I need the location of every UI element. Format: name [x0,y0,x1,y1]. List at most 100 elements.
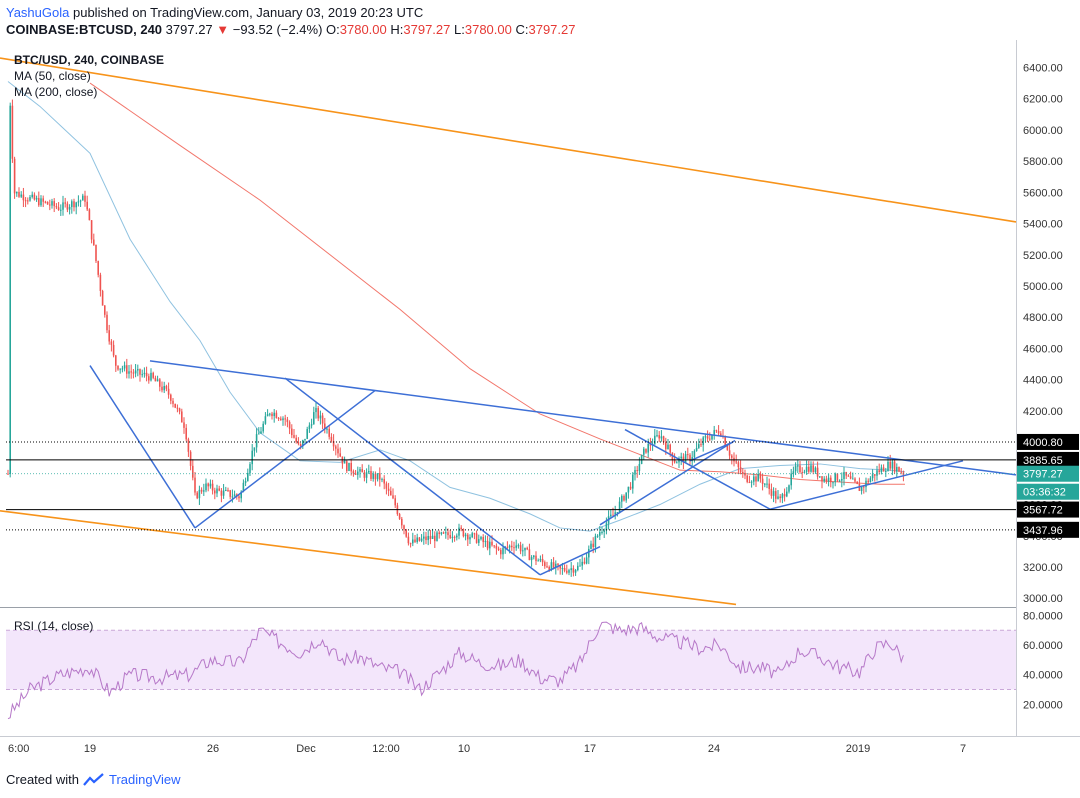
candle-body [634,470,636,475]
candle-body [420,538,423,541]
candle-body [187,439,190,452]
candle-body [291,428,293,436]
candle-body [739,467,742,472]
candle-body [893,461,896,472]
candle-body [376,473,379,480]
candle-body [667,444,669,450]
candle-body [882,467,885,472]
candle-body [172,400,174,404]
candle-body [416,537,418,542]
candle-body [258,433,260,435]
candle-body [854,478,856,482]
candle-body [163,385,165,391]
main-legend: BTC/USD, 240, COINBASE MA (50, close) MA… [14,52,164,100]
candle-body [511,545,513,548]
candle-body [680,456,682,459]
candle-body [374,473,377,480]
price-chart[interactable]: 3000.003200.003400.003600.003800.004000.… [0,40,1080,770]
last-price: 3797.27 [165,22,213,37]
candle-body [702,437,704,446]
candle-body [594,536,597,547]
candle-body [148,376,150,381]
candle-body [231,496,234,498]
candle-body [405,529,407,537]
last-price-tag [1017,465,1079,482]
y-tick-label: 5000.00 [1023,281,1063,293]
candle-body [449,535,451,538]
candle-body [640,454,643,464]
candle-body [658,435,660,439]
candle-body [167,388,170,395]
candle-body [304,438,306,441]
candle-body [605,523,608,531]
candle-body [339,453,341,457]
author-link[interactable]: YashuGola [6,5,70,20]
candle-body [200,489,203,492]
candle-body [262,423,264,432]
candle-body [590,543,592,549]
candle-body [746,475,748,482]
legend-ma200[interactable]: MA (200, close) [14,85,98,99]
candle-body [196,492,198,499]
candle-body [770,488,773,496]
candle-body [495,545,498,549]
candle-body [183,422,185,428]
legend-rsi[interactable]: RSI (14, close) [14,619,94,633]
y-tick-label: 4400.00 [1023,375,1063,387]
rsi-tick-label: 20.0000 [1023,699,1063,711]
candle-body [220,490,223,496]
candle-body [779,496,781,499]
x-tick-label: 24 [708,743,720,755]
candle-body [299,443,302,447]
candle-body [764,483,766,485]
candle-body [119,368,121,370]
candle-body [524,547,526,551]
candle-body [46,201,49,205]
candle-body [18,191,20,197]
ma200-line [89,82,905,485]
candle-body [508,545,511,548]
candle-body [33,194,36,200]
candle-body [130,371,132,373]
candle-body [64,202,66,204]
candle-body [656,435,658,437]
level-tag-4 [1017,521,1079,538]
level-tag-1 [1017,451,1079,468]
candle-body [44,201,47,203]
candle-body [282,418,284,421]
candle-body [766,483,768,485]
candle-body [816,467,819,477]
candle-body [244,481,247,483]
candle-body [141,374,143,376]
candle-body [269,413,271,415]
candle-body [761,478,764,484]
candle-body [814,467,817,472]
candle-body [750,481,753,483]
candle-body [284,418,286,420]
brand-text[interactable]: TradingView [108,772,181,787]
candle-body [871,474,874,479]
candle-body [159,379,161,387]
candle-body [887,461,889,471]
candle-body [808,466,810,472]
candle-body [662,436,665,442]
down-arrow-icon: ▼ [216,22,230,37]
candle-body [869,478,872,483]
last-price-value: 3797.27 [1023,469,1063,481]
candle-body [132,372,135,374]
candle-body [783,494,786,497]
candle-body [293,435,295,438]
candle-body [143,372,146,375]
candle-body [860,486,863,492]
candle-body [106,314,108,331]
candle-body [447,532,449,536]
candle-body [194,477,196,493]
candle-body [649,444,652,446]
candle-body [728,450,731,456]
chart-area[interactable]: 3000.003200.003400.003600.003800.004000.… [0,40,1080,770]
y-tick-label: 4200.00 [1023,406,1063,418]
candle-body [865,480,867,488]
candle-body [489,541,491,549]
legend-ma50[interactable]: MA (50, close) [14,69,91,83]
candle-body [709,438,711,440]
